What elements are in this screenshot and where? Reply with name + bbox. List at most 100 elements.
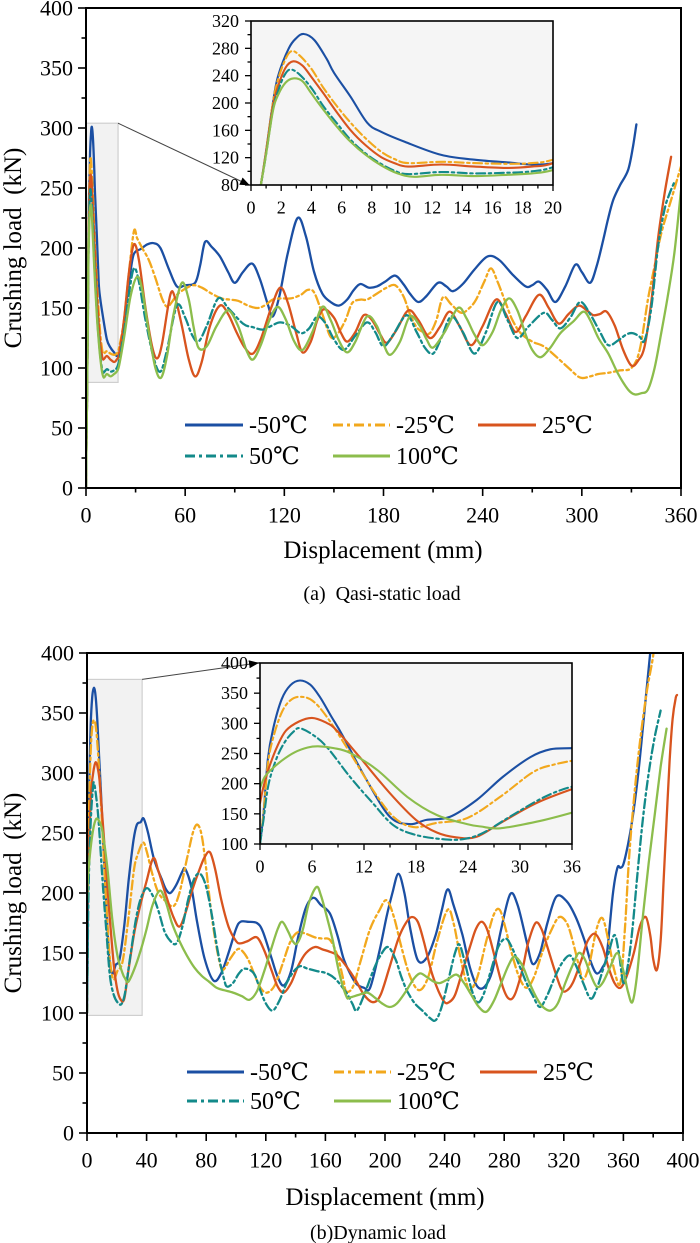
inset-background <box>251 21 553 185</box>
main-x-tick-label: 360 <box>665 503 698 528</box>
inset-x-tick-label: 6 <box>308 857 317 877</box>
inset-plot-frame <box>259 662 573 845</box>
main-x-tick-label: 160 <box>309 1148 342 1173</box>
main-plot-frame <box>86 652 684 1134</box>
inset-connector-layer <box>142 660 259 680</box>
main-y-tick-label: 200 <box>41 881 74 906</box>
inset-y-tick-label: 320 <box>212 11 239 31</box>
main-y-tick-label: 50 <box>51 416 73 441</box>
inset-x-tick-label: 36 <box>563 857 581 877</box>
main-x-tick-label: 320 <box>547 1148 580 1173</box>
legend-item: 25℃ <box>478 413 593 439</box>
inset-x-tick-label: 6 <box>337 198 346 218</box>
main-y-tick-label: 250 <box>40 176 73 201</box>
legend-label: 50℃ <box>250 1089 301 1115</box>
main-y-tick-label: 400 <box>40 0 73 21</box>
inset-x-tick-label: 18 <box>514 198 532 218</box>
inset-series-line-100c <box>259 77 553 185</box>
main-series-line-minus50c <box>86 123 638 488</box>
main-series-line-100c <box>86 189 681 488</box>
main-x-tick-label: 0 <box>82 1148 93 1173</box>
main-x-tick-label: 120 <box>268 503 301 528</box>
x-axis-title: Displacement (mm) <box>285 1184 484 1211</box>
inset-x-tick-label: 12 <box>355 857 373 877</box>
main-series-line-minus25c <box>87 653 655 1015</box>
main-plot-frame <box>85 7 682 489</box>
inset-y-tick-label: 160 <box>212 120 239 140</box>
inset-y-tick-label: 150 <box>221 804 248 824</box>
main-y-tick-label: 300 <box>40 116 73 141</box>
inset-y-tick-label: 100 <box>221 834 248 854</box>
inset-x-tick-label: 14 <box>453 198 471 218</box>
inset-plot: 0 6 12 18 24 30 36 100 150 200 250 300 350 400 <box>221 653 581 877</box>
inset-x-tick-label: 30 <box>511 857 529 877</box>
legend-label: -50℃ <box>250 1060 309 1086</box>
inset-y-tick-label: 300 <box>221 713 248 733</box>
main-x-tick-label: 180 <box>367 503 400 528</box>
inset-series-line-minus50c <box>260 679 572 844</box>
main-axes: 0 40 80 120 160 200 240 280 320 360 40005010015020… <box>41 641 700 1173</box>
inset-plot-frame <box>250 20 554 186</box>
main-x-tick-label: 200 <box>369 1148 402 1173</box>
panel-b-dynamic-chart: 0 40 80 120 160 200 240 280 320 360 40005010015020… <box>0 641 700 1243</box>
inset-axes: 0 6 12 18 24 30 36 100 150 200 250 300 350 400 <box>221 653 581 877</box>
main-y-tick-label: 350 <box>40 56 73 81</box>
legend-label: -25℃ <box>397 1060 456 1086</box>
main-y-tick-label: 400 <box>41 641 74 666</box>
legend-item: -50℃ <box>187 1060 309 1086</box>
main-series-group <box>87 653 679 1022</box>
legend-item: 25℃ <box>480 1060 594 1086</box>
inset-background <box>260 663 572 844</box>
inset-x-tick-label: 4 <box>307 198 316 218</box>
inset-y-tick-label: 240 <box>212 66 239 86</box>
main-y-tick-label: 150 <box>41 941 74 966</box>
legend-item: 100℃ <box>334 1089 460 1115</box>
legend-label: 50℃ <box>249 444 300 470</box>
inset-y-tick-label: 350 <box>221 683 248 703</box>
inset-y-tick-label: 250 <box>221 744 248 764</box>
inset-x-tick-label: 24 <box>459 857 477 877</box>
zoom-connector-arrow <box>117 122 250 186</box>
legend-item: -25℃ <box>334 1060 456 1086</box>
inset-y-tick-label: 400 <box>221 653 248 673</box>
inset-y-tick-label: 280 <box>212 38 239 58</box>
legend: -50℃ -25℃ 25℃ 50℃ 100℃ <box>185 413 593 470</box>
legend-item: 50℃ <box>185 444 300 470</box>
inset-axes: 0 2 4 6 8 10 12 14 16 18 20 80 120 160 200 240 280 320 <box>212 11 562 218</box>
main-y-tick-label: 100 <box>41 1001 74 1026</box>
main-y-tick-label: 100 <box>40 356 73 381</box>
main-series-line-minus50c <box>87 653 652 1015</box>
legend-label: 25℃ <box>543 1060 594 1086</box>
inset-y-tick-label: 200 <box>221 774 248 794</box>
inset-x-tick-label: 0 <box>247 198 256 218</box>
main-y-tick-label: 50 <box>52 1061 74 1086</box>
inset-connector-layer <box>117 122 250 186</box>
main-series-line-50c <box>87 709 662 1022</box>
inset-x-tick-label: 20 <box>544 198 562 218</box>
main-x-tick-label: 120 <box>249 1148 282 1173</box>
inset-series-group <box>260 679 572 844</box>
figure-caption: (b)Dynamic load <box>310 1222 446 1243</box>
main-x-tick-label: 280 <box>488 1148 521 1173</box>
inset-y-tick-label: 80 <box>221 175 239 195</box>
x-axis-title: Displacement (mm) <box>283 537 482 564</box>
main-x-tick-label: 80 <box>195 1148 217 1173</box>
inset-series-line-50c <box>260 726 572 844</box>
main-x-tick-label: 240 <box>428 1148 461 1173</box>
main-y-tick-label: 150 <box>40 296 73 321</box>
legend-item: 100℃ <box>333 444 459 470</box>
main-x-tick-label: 240 <box>466 503 499 528</box>
zoom-connector-arrow <box>142 660 259 680</box>
inset-x-tick-label: 10 <box>393 198 411 218</box>
inset-series-group <box>259 32 553 185</box>
legend-item: -50℃ <box>185 413 308 439</box>
legend-item: 50℃ <box>187 1089 301 1115</box>
inset-x-tick-label: 2 <box>277 198 286 218</box>
main-series-group <box>86 123 681 488</box>
legend-label: 25℃ <box>542 413 593 439</box>
inset-x-tick-label: 12 <box>423 198 441 218</box>
main-x-tick-label: 300 <box>565 503 598 528</box>
main-x-tick-label: 40 <box>136 1148 158 1173</box>
inset-x-tick-label: 8 <box>367 198 376 218</box>
